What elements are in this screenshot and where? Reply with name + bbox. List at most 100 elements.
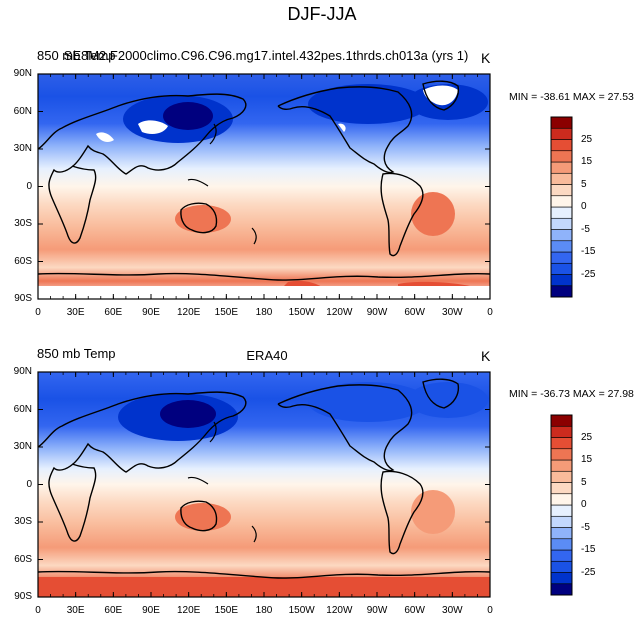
- lon-label: 0: [487, 307, 493, 318]
- lon-label: 120W: [326, 307, 353, 318]
- colorbar-swatch: [550, 229, 573, 242]
- lon-label: 120W: [326, 605, 353, 616]
- lat-label: 60S: [14, 255, 32, 267]
- lat-label: 30N: [13, 441, 32, 452]
- colorbar-swatch: [550, 538, 573, 551]
- lat-label: 90N: [13, 68, 32, 79]
- lon-label: 60E: [104, 307, 123, 318]
- panel-1-minmax: MIN = -38.61 MAX = 27.53: [509, 91, 634, 103]
- colorbar-swatch: [550, 470, 573, 483]
- colorbar-label: 25: [581, 133, 593, 145]
- lat-label: 60S: [14, 553, 32, 565]
- colorbar-swatch: [550, 184, 573, 197]
- colorbar-swatch: [550, 206, 573, 219]
- colorbar-swatch: [550, 425, 573, 438]
- colorbar-swatch: [550, 583, 573, 596]
- colorbar-swatch: [550, 127, 573, 140]
- colorbar-label: 15: [581, 156, 593, 167]
- lat-label: 90S: [14, 293, 32, 304]
- panel-2-units: K: [481, 348, 491, 364]
- lat-label: 90S: [14, 591, 32, 602]
- colorbar-label: 5: [581, 476, 587, 488]
- colorbar-swatch: [550, 549, 573, 562]
- colorbar-swatch: [550, 515, 573, 528]
- colorbar-frame: [550, 116, 573, 298]
- panel-1-case: SE8M2.F2000climo.C96.C96.mg17.intel.432p…: [63, 48, 469, 63]
- colorbar-label: -25: [581, 268, 596, 280]
- lon-label: 30W: [442, 605, 463, 616]
- lat-label: 0: [26, 478, 32, 490]
- colorbar-label: -15: [581, 246, 596, 257]
- colorbar-label: 15: [581, 454, 593, 465]
- colorbar-label: 25: [581, 431, 593, 443]
- panel-1-units: K: [481, 50, 491, 66]
- lat-label: 30S: [14, 218, 32, 229]
- lon-label: 90W: [366, 605, 388, 616]
- panel-1-variable: 850 mb Temp: [37, 48, 116, 63]
- colorbar-swatch: [550, 437, 573, 450]
- lon-label: 150E: [214, 307, 238, 318]
- colorbar-label: 5: [581, 178, 587, 190]
- lat-label: 60N: [13, 403, 32, 415]
- colorbar-swatch: [550, 195, 573, 208]
- colorbar-swatch: [550, 139, 573, 152]
- colorbar-swatch: [550, 285, 573, 298]
- lat-label: 60N: [13, 105, 32, 117]
- colorbar-swatch: [550, 262, 573, 275]
- map-panel-2: [38, 372, 490, 597]
- colorbar-swatch: [550, 217, 573, 230]
- lon-label: 30E: [66, 307, 85, 318]
- lon-label: 60E: [104, 605, 123, 616]
- lat-label: 90N: [13, 366, 32, 377]
- lon-label: 180: [255, 605, 273, 616]
- colorbar-swatch: [550, 560, 573, 573]
- lon-label: 150W: [288, 605, 315, 616]
- lon-label: 90W: [366, 307, 388, 318]
- lon-label: 180: [255, 307, 273, 318]
- lon-label: 150W: [288, 307, 315, 318]
- colorbar-swatch: [550, 459, 573, 472]
- figure-title: DJF-JJA: [287, 4, 357, 24]
- lon-label: 0: [35, 307, 41, 318]
- lon-label: 90E: [142, 307, 160, 318]
- lat-label: 30S: [14, 516, 32, 527]
- colorbar-label: -25: [581, 566, 596, 578]
- colorbar-swatch: [550, 448, 573, 461]
- colorbar-swatch: [550, 493, 573, 506]
- colorbar-swatch: [550, 161, 573, 174]
- colorbar-swatch: [550, 274, 573, 287]
- colorbar-swatch: [550, 414, 573, 427]
- colorbar-swatch: [550, 527, 573, 540]
- colorbar-swatch: [550, 116, 573, 129]
- lat-label: 0: [26, 180, 32, 192]
- lon-label: 30E: [66, 605, 85, 616]
- panel-2-minmax: MIN = -36.73 MAX = 27.98: [509, 388, 634, 400]
- lon-label: 0: [35, 605, 41, 616]
- panel-2-case: ERA40: [246, 348, 288, 363]
- colorbar-label: 0: [581, 499, 587, 510]
- colorbar-swatch: [550, 172, 573, 185]
- colorbar-swatch: [550, 572, 573, 585]
- lon-label: 90E: [142, 605, 160, 616]
- lon-label: 30W: [442, 307, 463, 318]
- panel-2-variable: 850 mb Temp: [37, 346, 116, 361]
- lon-label: 150E: [214, 605, 238, 616]
- colorbar-label: 0: [581, 201, 587, 212]
- colorbar-label: -15: [581, 544, 596, 555]
- lon-label: 0: [487, 605, 493, 616]
- colorbar-swatch: [550, 504, 573, 517]
- lon-label: 120E: [176, 605, 201, 616]
- lon-label: 120E: [176, 307, 201, 318]
- colorbar-swatch: [550, 251, 573, 264]
- lat-label: 30N: [13, 143, 32, 154]
- colorbar-swatch: [550, 150, 573, 163]
- colorbar-frame: [550, 414, 573, 596]
- colorbar-label: -5: [581, 521, 590, 533]
- colorbar-label: -5: [581, 223, 590, 235]
- lon-label: 60W: [404, 605, 425, 616]
- lon-label: 60W: [404, 307, 425, 318]
- map-panel-1: [38, 74, 490, 299]
- colorbar-swatch: [550, 482, 573, 495]
- colorbar-swatch: [550, 240, 573, 253]
